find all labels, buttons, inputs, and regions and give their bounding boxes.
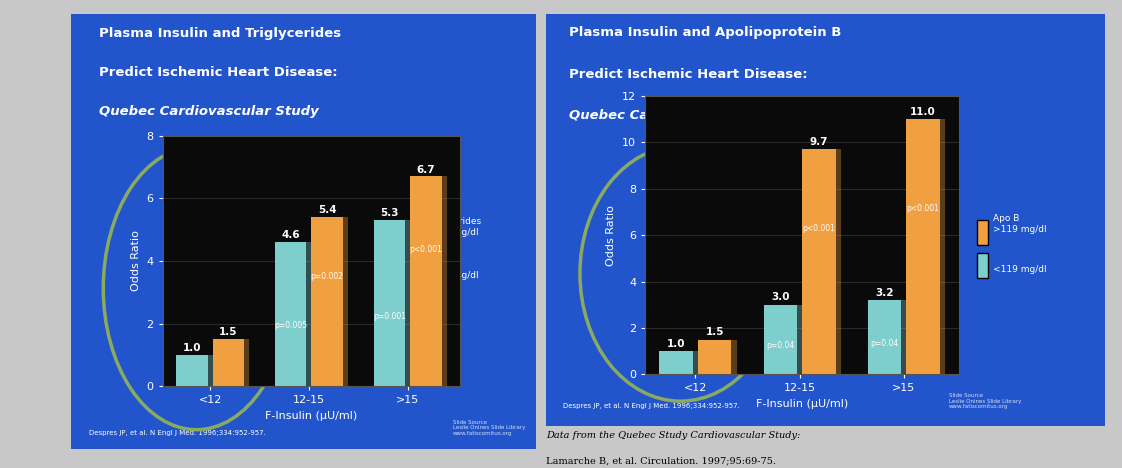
- X-axis label: F-Insulin (μU/ml): F-Insulin (μU/ml): [756, 399, 848, 409]
- FancyBboxPatch shape: [411, 223, 420, 249]
- Text: Slide Source
Leslie Onines Slide Library
www.fatiscomitus.org: Slide Source Leslie Onines Slide Library…: [452, 420, 525, 436]
- Text: 6.7: 6.7: [416, 165, 435, 175]
- Text: p=0.001: p=0.001: [373, 312, 406, 321]
- Bar: [802, 149, 836, 374]
- Bar: [176, 355, 208, 386]
- Bar: [912, 119, 945, 374]
- Text: Quebec Cardiovascular Study: Quebec Cardiovascular Study: [99, 105, 319, 118]
- Bar: [181, 355, 213, 386]
- Bar: [275, 242, 306, 386]
- Bar: [279, 242, 311, 386]
- Bar: [311, 217, 343, 386]
- Bar: [316, 217, 348, 386]
- Bar: [213, 339, 245, 386]
- Text: Predict Ischemic Heart Disease:: Predict Ischemic Heart Disease:: [569, 67, 808, 80]
- Text: p<0.001: p<0.001: [802, 224, 836, 233]
- Bar: [374, 220, 405, 386]
- Text: Plasma Insulin and Triglycerides: Plasma Insulin and Triglycerides: [99, 27, 341, 40]
- Bar: [415, 176, 447, 386]
- FancyBboxPatch shape: [411, 258, 420, 284]
- Text: p=0.04: p=0.04: [871, 339, 899, 348]
- Bar: [410, 176, 442, 386]
- Text: p=0.04: p=0.04: [766, 341, 794, 350]
- Text: <150 mg/dl: <150 mg/dl: [424, 271, 478, 280]
- Bar: [664, 351, 698, 374]
- FancyBboxPatch shape: [976, 220, 987, 245]
- Text: p=0.005: p=0.005: [274, 321, 307, 330]
- Bar: [660, 351, 692, 374]
- Text: 3.2: 3.2: [875, 288, 894, 298]
- Bar: [769, 305, 802, 374]
- Text: Triglycerides
>150 mg/dl: Triglycerides >150 mg/dl: [424, 217, 481, 237]
- Bar: [873, 300, 907, 374]
- Bar: [698, 340, 732, 374]
- Text: 5.4: 5.4: [318, 205, 337, 215]
- Text: p<0.001: p<0.001: [907, 204, 939, 213]
- Text: Despres JP, et al. N Engl J Med. 1996;334:952-957.: Despres JP, et al. N Engl J Med. 1996;33…: [90, 430, 266, 436]
- Bar: [218, 339, 249, 386]
- Bar: [703, 340, 736, 374]
- Bar: [378, 220, 410, 386]
- Bar: [808, 149, 840, 374]
- Text: Slide Source
Leslie Onines Slide Library
www.fatiscomitus.org: Slide Source Leslie Onines Slide Library…: [949, 393, 1021, 410]
- Text: 1.5: 1.5: [219, 327, 238, 337]
- Text: p<0.001: p<0.001: [410, 245, 442, 254]
- Text: 4.6: 4.6: [282, 230, 300, 240]
- Text: Quebec Cardiovascular Study: Quebec Cardiovascular Study: [569, 109, 789, 122]
- Text: 1.0: 1.0: [183, 343, 201, 353]
- Text: Predict Ischemic Heart Disease:: Predict Ischemic Heart Disease:: [99, 66, 338, 79]
- Text: 9.7: 9.7: [810, 137, 828, 147]
- Text: Despres JP, et al. N Engl J Med. 1996;334:952-957.: Despres JP, et al. N Engl J Med. 1996;33…: [563, 403, 741, 410]
- Y-axis label: Odds Ratio: Odds Ratio: [131, 230, 141, 292]
- Text: 5.3: 5.3: [380, 208, 398, 219]
- FancyBboxPatch shape: [976, 253, 987, 278]
- Text: p=0.002: p=0.002: [311, 272, 343, 281]
- Bar: [868, 300, 901, 374]
- Text: Data from the Quebec Study Cardiovascular Study:: Data from the Quebec Study Cardiovascula…: [546, 431, 801, 439]
- X-axis label: F-Insulin (μU/ml): F-Insulin (μU/ml): [265, 411, 358, 421]
- Y-axis label: Odds Ratio: Odds Ratio: [607, 205, 616, 266]
- Text: Apo B
>119 mg/dl: Apo B >119 mg/dl: [993, 214, 1047, 234]
- Bar: [764, 305, 797, 374]
- Text: 1.5: 1.5: [706, 327, 724, 337]
- Text: 11.0: 11.0: [910, 107, 936, 117]
- Text: 1.0: 1.0: [666, 339, 686, 349]
- Text: Plasma Insulin and Apolipoprotein B: Plasma Insulin and Apolipoprotein B: [569, 26, 842, 39]
- Text: Lamarche B, et al. Circulation. 1997;95:69-75.: Lamarche B, et al. Circulation. 1997;95:…: [546, 456, 776, 465]
- Text: <119 mg/dl: <119 mg/dl: [993, 265, 1047, 274]
- Bar: [907, 119, 940, 374]
- Text: 3.0: 3.0: [771, 292, 790, 302]
